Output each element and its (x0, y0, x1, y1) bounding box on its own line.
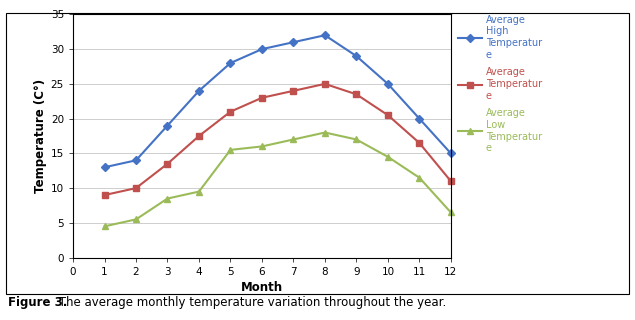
Text: The average monthly temperature variation throughout the year.: The average monthly temperature variatio… (55, 296, 446, 309)
Average
Low
Temperatur
e (195, 190, 203, 194)
Average
High
Temperatur
e (227, 61, 234, 65)
Average
Temperatur
e (195, 134, 203, 138)
Line: Average
High
Temperatur
e: Average High Temperatur e (102, 32, 453, 170)
Average
High
Temperatur
e (290, 40, 297, 44)
Text: Figure 3.: Figure 3. (8, 296, 67, 309)
Average
High
Temperatur
e (352, 54, 360, 58)
Average
High
Temperatur
e (258, 47, 265, 51)
Average
Low
Temperatur
e (447, 211, 455, 214)
Average
Temperatur
e (132, 186, 140, 190)
Average
High
Temperatur
e (415, 117, 423, 121)
Average
High
Temperatur
e (101, 165, 109, 169)
Average
Low
Temperatur
e (384, 155, 392, 159)
Average
Low
Temperatur
e (101, 224, 109, 228)
Average
High
Temperatur
e (384, 82, 392, 86)
Average
High
Temperatur
e (321, 33, 329, 37)
Average
Low
Temperatur
e (352, 138, 360, 141)
Average
Temperatur
e (415, 141, 423, 145)
Average
High
Temperatur
e (164, 124, 171, 127)
Average
Low
Temperatur
e (415, 176, 423, 180)
Average
Temperatur
e (321, 82, 329, 86)
X-axis label: Month: Month (241, 281, 283, 294)
Line: Average
Low
Temperatur
e: Average Low Temperatur e (102, 130, 453, 229)
Average
Temperatur
e (447, 179, 455, 183)
Line: Average
Temperatur
e: Average Temperatur e (102, 81, 453, 198)
Y-axis label: Temperature (C°): Temperature (C°) (34, 79, 46, 193)
Average
Temperatur
e (258, 96, 265, 100)
Average
High
Temperatur
e (132, 158, 140, 162)
Average
High
Temperatur
e (447, 151, 455, 155)
Average
High
Temperatur
e (195, 89, 203, 93)
Average
Low
Temperatur
e (227, 148, 234, 152)
Average
Temperatur
e (164, 162, 171, 166)
Average
Temperatur
e (384, 113, 392, 117)
Average
Temperatur
e (352, 92, 360, 96)
Average
Low
Temperatur
e (164, 196, 171, 200)
Average
Low
Temperatur
e (290, 138, 297, 141)
Average
Low
Temperatur
e (321, 131, 329, 134)
Average
Low
Temperatur
e (258, 145, 265, 148)
Average
Temperatur
e (290, 89, 297, 93)
Legend: Average
High
Temperatur
e, Average
Temperatur
e, Average
Low
Temperatur
e: Average High Temperatur e, Average Tempe… (455, 12, 545, 156)
Average
Temperatur
e (227, 110, 234, 114)
Average
Low
Temperatur
e (132, 218, 140, 221)
Average
Temperatur
e (101, 193, 109, 197)
